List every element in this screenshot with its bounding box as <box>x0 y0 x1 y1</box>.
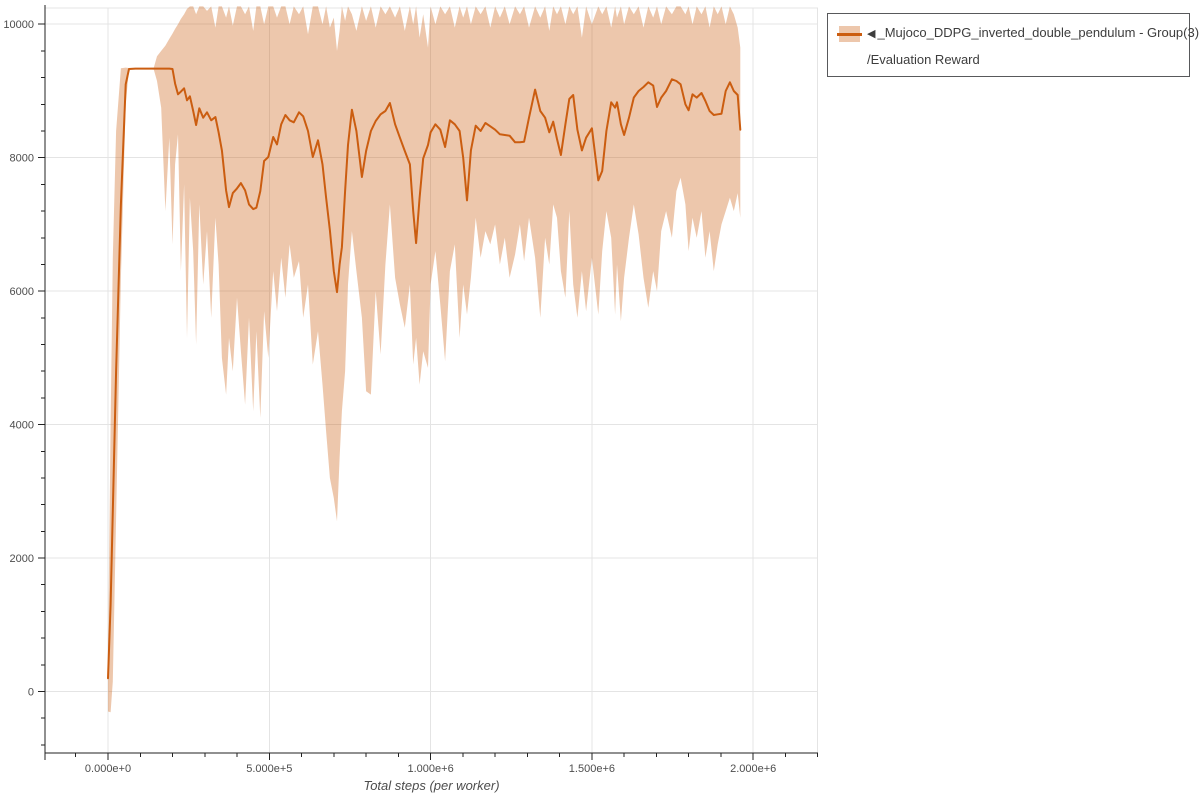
svg-text:2000: 2000 <box>10 553 34 565</box>
legend-metric-name: /Evaluation Reward <box>867 52 980 67</box>
svg-text:1.500e+6: 1.500e+6 <box>569 763 615 775</box>
axes <box>38 5 818 760</box>
minmax-band <box>108 6 741 713</box>
svg-text:10000: 10000 <box>3 19 34 31</box>
legend-label-line1: ◀ _Mujoco_DDPG_inverted_double_pendulum -… <box>867 20 1199 47</box>
legend-swatch-band <box>837 26 862 42</box>
x-axis-title: Total steps (per worker) <box>363 778 500 793</box>
legend-item[interactable]: ◀ _Mujoco_DDPG_inverted_double_pendulum -… <box>827 13 1199 77</box>
svg-text:1.000e+6: 1.000e+6 <box>408 763 454 775</box>
legend-swatch-line <box>837 32 862 36</box>
collapse-triangle-icon: ◀ <box>867 28 876 40</box>
svg-text:0.000e+0: 0.000e+0 <box>85 763 131 775</box>
y-tick-labels: 0 2000 4000 6000 8000 10000 <box>3 19 34 698</box>
svg-text:8000: 8000 <box>10 153 34 165</box>
legend-series-name: _Mujoco_DDPG_inverted_double_pendulum - … <box>877 25 1200 40</box>
svg-text:6000: 6000 <box>10 286 34 298</box>
x-tick-labels: 0.000e+0 5.000e+5 1.000e+6 1.500e+6 2.000e+6 <box>85 763 776 775</box>
mean-line <box>107 67 742 680</box>
svg-text:5.000e+5: 5.000e+5 <box>246 763 292 775</box>
svg-text:2.000e+6: 2.000e+6 <box>730 763 776 775</box>
legend-label: ◀ _Mujoco_DDPG_inverted_double_pendulum -… <box>867 20 1199 73</box>
svg-text:0: 0 <box>28 687 34 699</box>
svg-text:4000: 4000 <box>10 420 34 432</box>
